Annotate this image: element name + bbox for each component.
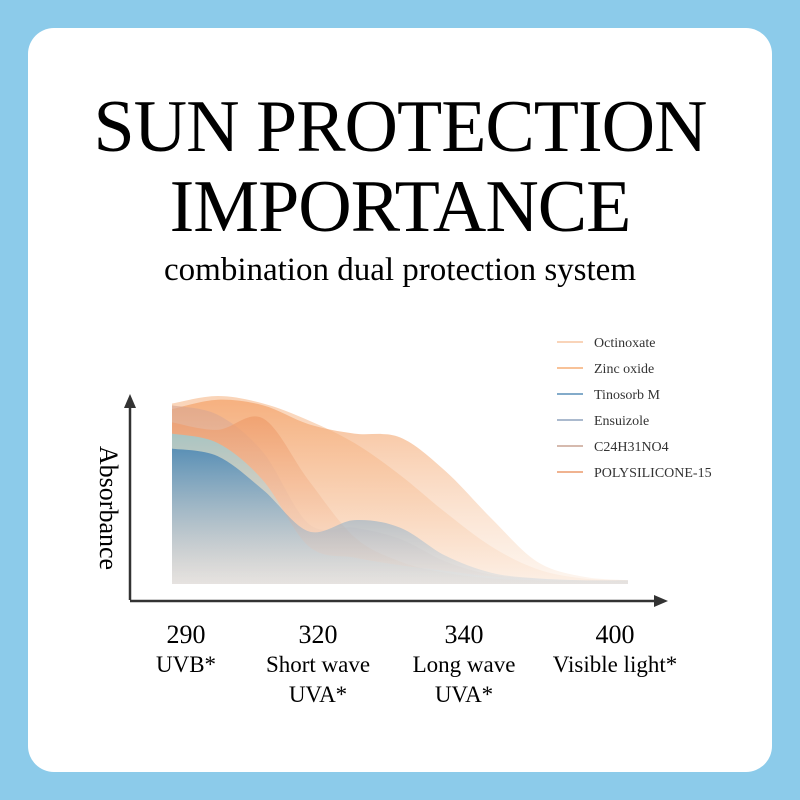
- page-subtitle: combination dual protection system: [164, 252, 636, 288]
- tick-value-400: 400: [596, 620, 635, 649]
- chart-legend: Octinoxate Zinc oxide Tinosorb M Ensuizole C…: [557, 336, 712, 481]
- tick-caption-290-1: UVB*: [156, 652, 216, 677]
- content-card: [28, 28, 772, 772]
- legend-label-polysilicone-15: POLYSILICONE-15: [594, 466, 712, 481]
- y-axis-arrow-icon: [124, 394, 136, 408]
- tick-caption-340-1: Long wave: [413, 652, 516, 677]
- tick-caption-320-1: Short wave: [266, 652, 370, 677]
- x-tick-labels: 290 UVB* 320 Short wave UVA* 340 Long wave UVA*…: [156, 620, 677, 707]
- tick-caption-340-2: UVA*: [435, 682, 493, 707]
- legend-label-octinoxate: Octinoxate: [594, 336, 655, 351]
- y-axis-label: Absorbance: [94, 446, 123, 570]
- legend-label-ensuizole: Ensuizole: [594, 414, 649, 429]
- x-axis-arrow-icon: [654, 595, 668, 607]
- tick-caption-320-2: UVA*: [289, 682, 347, 707]
- tick-value-290: 290: [167, 620, 206, 649]
- legend-label-c24h31no4: C24H31NO4: [594, 440, 669, 455]
- page-title-line-1: SUN PROTECTION: [93, 86, 708, 168]
- legend-label-tinosorb-m: Tinosorb M: [594, 388, 661, 403]
- tick-value-320: 320: [299, 620, 338, 649]
- tick-caption-400-1: Visible light*: [553, 652, 677, 677]
- area-tinosorb-m: [172, 448, 628, 584]
- tick-value-340: 340: [445, 620, 484, 649]
- series-areas: [172, 396, 628, 584]
- page-title-line-2: IMPORTANCE: [169, 166, 632, 248]
- legend-label-zinc-oxide: Zinc oxide: [594, 362, 654, 377]
